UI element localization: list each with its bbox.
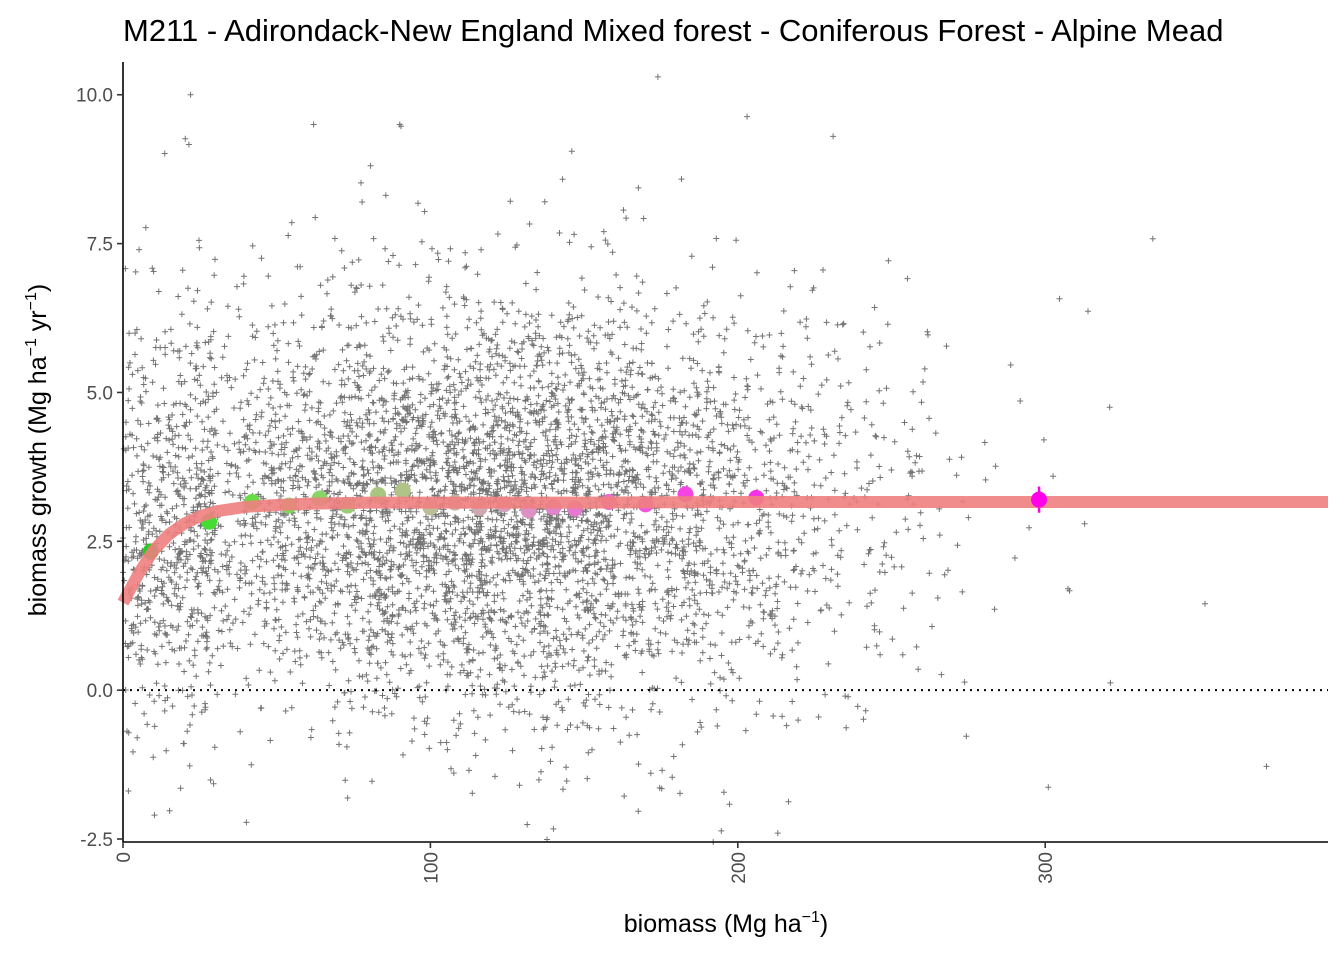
x-tick-label: 300 [1036, 852, 1057, 884]
x-axis-ticks: 0 100 200 300 [114, 842, 1057, 884]
y-tick-label: 0.0 [87, 681, 113, 702]
binned-means-top-layer [1031, 491, 1048, 508]
y-tick-label: 7.5 [87, 235, 113, 256]
scatter-points [120, 73, 1270, 845]
x-axis-label: biomass (Mg ha−1) [624, 909, 828, 938]
y-axis-ticks: -2.5 0.0 2.5 5.0 7.5 10.0 [76, 86, 123, 851]
y-tick-label: 10.0 [76, 86, 113, 107]
y-axis-label: biomass growth (Mg ha−1 yr−1) [23, 284, 52, 616]
scatter-layer [120, 73, 1270, 845]
plot-area [117, 73, 1328, 845]
x-tick-label: 0 [114, 852, 135, 863]
y-tick-label: -2.5 [80, 830, 113, 851]
fitted-curve [117, 496, 1328, 606]
chart-title: M211 - Adirondack-New England Mixed fore… [123, 13, 1223, 48]
binned-mean-point [394, 482, 411, 499]
y-tick-label: 2.5 [87, 532, 113, 553]
binned-mean-point-highlight [1031, 491, 1048, 508]
y-tick-label: 5.0 [87, 383, 113, 404]
x-tick-label: 100 [421, 852, 442, 884]
x-tick-label: 200 [729, 852, 750, 884]
